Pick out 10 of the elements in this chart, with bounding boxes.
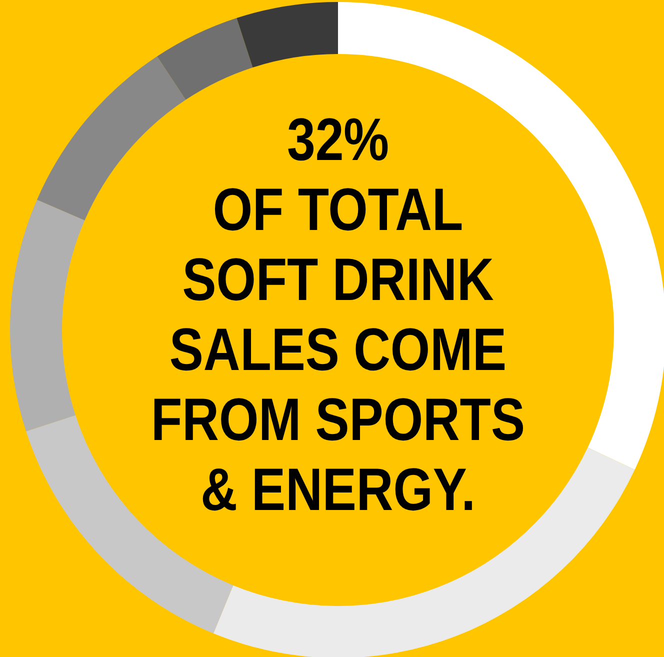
donut-slice bbox=[157, 18, 253, 100]
donut-slice bbox=[236, 2, 338, 68]
donut-slice bbox=[10, 200, 85, 432]
text: SOFT DRINK bbox=[182, 246, 494, 313]
text: & ENERGY. bbox=[200, 456, 476, 523]
donut-slice bbox=[36, 56, 186, 220]
text: SALES COME bbox=[169, 316, 507, 383]
text: OF TOTAL bbox=[212, 176, 464, 243]
text: FROM SPORTS bbox=[151, 386, 525, 453]
text: 32% bbox=[286, 106, 390, 173]
